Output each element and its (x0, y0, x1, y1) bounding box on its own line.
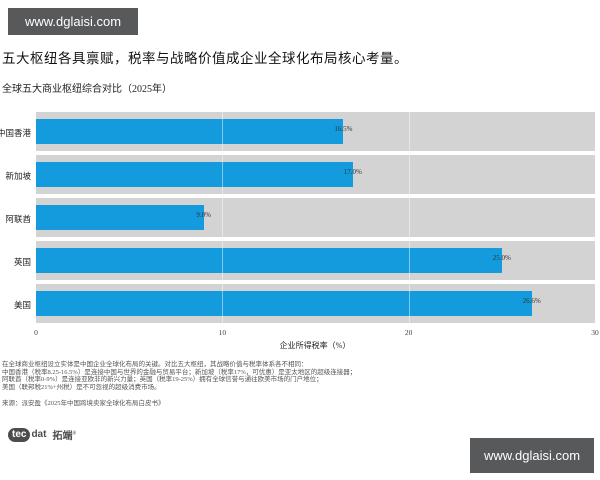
plot-area: 16.5% 中国香港 17.0% 新加坡 9.0% 阿联酋 25.0% 英国 26.6% 美国 (0, 110, 596, 325)
gridline (408, 110, 410, 325)
category-label: 美国 (13, 300, 31, 310)
bar-value-label: 26.6% (522, 297, 541, 305)
bar-row: 25.0% 英国 (14, 239, 595, 282)
bar-value-label: 16.5% (334, 125, 353, 133)
bar (36, 205, 204, 230)
footnote-line: 阿联酋（税率0-9%）是连接亚欧非的新兴力量；英国（税率19-25%）拥有全球信… (2, 376, 323, 384)
footnote-line: 在全球商业枢纽设立实体是中国企业全球化布局的关键。对比五大枢纽，其战略价值与税率… (2, 361, 308, 368)
bar-row: 16.5% 中国香港 (0, 110, 595, 153)
footnote-line: 中国香港（税率8.25-16.5%）是连接中国与世界的金融与贸易平台；新加坡（税… (2, 368, 357, 376)
watermark-top-text: www.dglaisi.com (24, 14, 122, 29)
bar (36, 119, 344, 144)
x-axis-ticks: 0 10 20 30 (34, 328, 599, 338)
x-tick-label: 10 (218, 328, 227, 337)
x-axis-label: 企业所得税率（%） (279, 341, 351, 350)
source-note: 来源：派安盈《2025年中国跨境卖家全球化布局白皮书》 (2, 400, 165, 407)
bar-value-label: 25.0% (492, 254, 511, 262)
registered-mark: ® (72, 431, 77, 437)
x-tick-label: 20 (404, 328, 413, 337)
category-label: 中国香港 (0, 128, 31, 138)
watermark-bottom-text: www.dglaisi.com (483, 448, 581, 463)
x-tick-label: 0 (34, 328, 38, 337)
chart-title: 全球五大商业枢纽综合对比（2025年） (2, 84, 172, 95)
logo-badge: tec (8, 427, 31, 442)
bar-value-label: 9.0% (196, 211, 211, 219)
page-title: 五大枢纽各具禀赋，税率与战略价值成企业全球化布局核心考量。 (2, 51, 408, 66)
bar-row: 9.0% 阿联酋 (5, 196, 595, 239)
gridline (222, 110, 224, 325)
watermark-bottom: www.dglaisi.com (470, 438, 594, 473)
category-label: 新加坡 (5, 171, 31, 181)
footnotes: 在全球商业枢纽设立实体是中国企业全球化布局的关键。对比五大枢纽，其战略价值与税率… (2, 361, 356, 391)
bar-row: 17.0% 新加坡 (5, 153, 595, 196)
bar (36, 248, 502, 273)
gridline (595, 110, 596, 325)
watermark-top: www.dglaisi.com (8, 8, 138, 35)
logo-cn: 拓端® (52, 431, 77, 442)
bar-value-label: 17.0% (343, 168, 362, 176)
bar (36, 291, 532, 316)
category-label: 阿联酋 (5, 214, 31, 224)
bar (36, 162, 353, 187)
x-tick-label: 30 (591, 328, 599, 337)
tecdat-logo: tec dat 拓端® (8, 427, 76, 442)
bar-row: 26.6% 美国 (14, 282, 595, 325)
logo-suffix: dat (31, 429, 47, 440)
footnote-line: 美国（联邦税21%+州税）是不可忽视的超级消费市场。 (2, 383, 161, 391)
category-label: 英国 (13, 257, 31, 267)
